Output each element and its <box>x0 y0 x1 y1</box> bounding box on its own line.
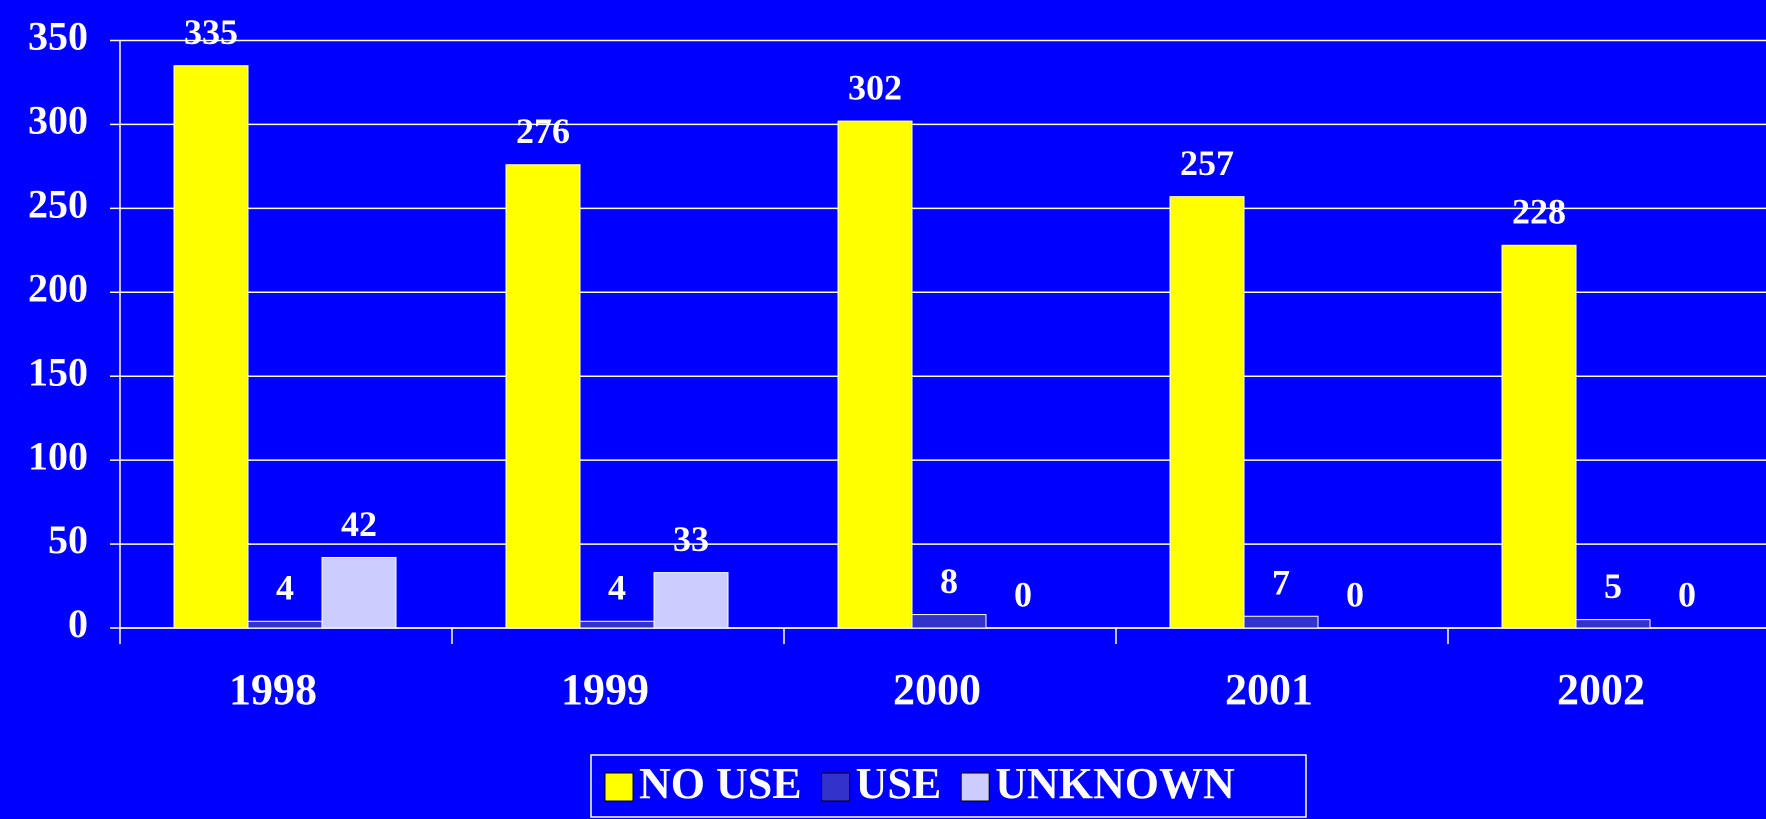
y-tick-label: 350 <box>28 14 88 59</box>
y-tick-label: 150 <box>28 349 88 394</box>
bar <box>505 164 581 629</box>
data-label: 5 <box>1604 566 1622 606</box>
legend-label: USE <box>856 759 942 808</box>
legend-box <box>590 754 1307 818</box>
data-label: 7 <box>1272 563 1290 603</box>
bar <box>321 557 397 629</box>
data-label: 257 <box>1180 143 1234 183</box>
bar <box>247 620 323 629</box>
legend-label: NO USE <box>639 759 802 808</box>
legend-label: UNKNOWN <box>995 759 1235 808</box>
bar <box>911 614 987 629</box>
y-tick-label: 50 <box>48 517 88 562</box>
bar <box>173 65 249 629</box>
bar <box>1243 615 1319 629</box>
x-tick-label: 1999 <box>561 665 649 714</box>
data-label: 33 <box>673 519 709 559</box>
bar <box>837 120 913 629</box>
x-tick-label: 2001 <box>1225 665 1313 714</box>
data-label: 42 <box>341 504 377 544</box>
legend-swatch <box>821 772 851 802</box>
bar <box>579 620 655 629</box>
legend-swatch <box>604 772 634 802</box>
y-tick-label: 250 <box>28 182 88 227</box>
data-label: 0 <box>1678 574 1696 614</box>
x-tick-label: 1998 <box>229 665 317 714</box>
data-label: 228 <box>1512 192 1566 232</box>
y-tick-label: 0 <box>68 601 88 646</box>
y-tick-label: 100 <box>28 433 88 478</box>
bar <box>653 572 729 629</box>
data-label: 335 <box>184 12 238 52</box>
bar <box>1169 196 1245 629</box>
y-tick-label: 200 <box>28 265 88 310</box>
data-label: 302 <box>848 67 902 107</box>
y-tick-label: 300 <box>28 98 88 143</box>
x-tick-label: 2000 <box>893 665 981 714</box>
bar <box>1575 619 1651 629</box>
data-label: 4 <box>608 568 626 608</box>
data-label: 0 <box>1346 574 1364 614</box>
data-label: 276 <box>516 111 570 151</box>
x-tick-label: 2002 <box>1557 665 1645 714</box>
bar <box>1501 244 1577 629</box>
data-label: 0 <box>1014 574 1032 614</box>
data-label: 8 <box>940 561 958 601</box>
legend-swatch <box>960 772 990 802</box>
data-label: 4 <box>276 568 294 608</box>
